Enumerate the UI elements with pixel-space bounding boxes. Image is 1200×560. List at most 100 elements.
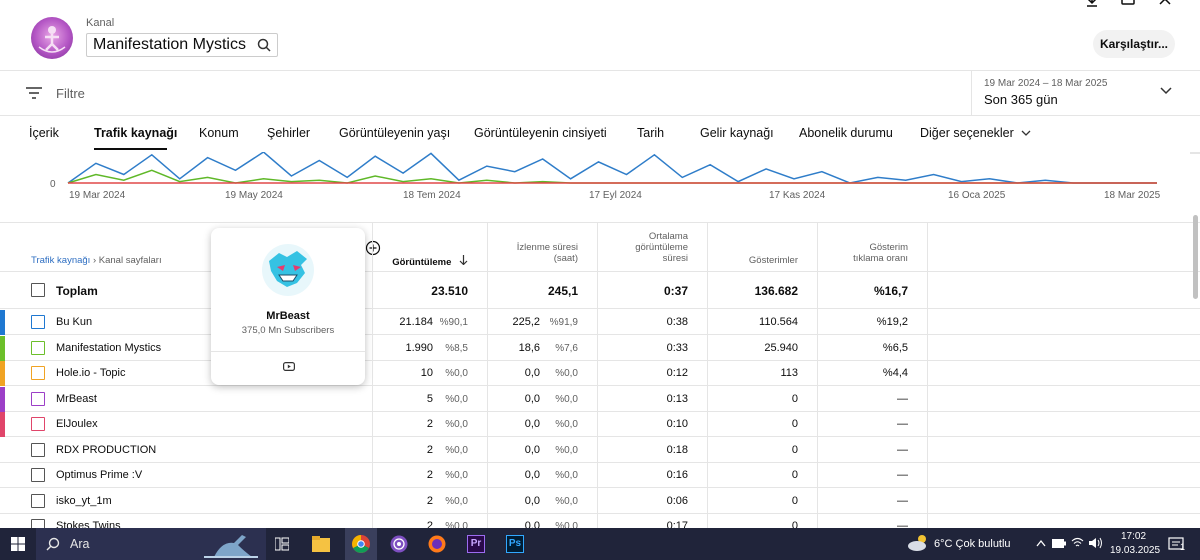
row-ctr: — [897,520,908,532]
chrome-taskbar-active[interactable] [345,528,377,560]
row-source-name[interactable]: ElJoulex [56,418,98,430]
channel-header: Kanal Manifestation Mystics Karşılaştır.… [0,0,1200,70]
table-row[interactable]: Hole.io - Topic 10 %0,0 0,0 %0,0 0:12 113 %4,4 [0,361,1200,386]
search-icon[interactable] [257,38,271,52]
youtube-icon[interactable] [283,362,295,371]
tab-content[interactable]: İçerik [29,126,59,140]
search-icon [46,537,60,551]
total-checkbox[interactable] [31,283,45,297]
row-avg-duration: 0:38 [666,316,688,328]
tab-revenue-source[interactable]: Gelir kaynağı [700,126,774,140]
row-avg-duration: 0:33 [666,342,688,354]
wifi-icon[interactable] [1071,537,1084,549]
row-source-name[interactable]: Optimus Prime :V [56,469,143,481]
tab-date[interactable]: Tarih [637,126,665,140]
row-watch-time: 0,0 [524,444,540,456]
weather-cloud-icon[interactable] [907,535,929,551]
channel-selector[interactable]: Manifestation Mystics [86,33,278,57]
row-checkbox[interactable] [31,494,45,508]
row-ctr: %19,2 [876,316,908,328]
tab-more-options[interactable]: Diğer seçenekler [920,126,1031,140]
table-row[interactable]: isko_yt_1m 2 %0,0 0,0 %0,0 0:06 0 — [0,489,1200,514]
row-source-name[interactable]: Hole.io - Topic [56,367,126,379]
popup-channel-name[interactable]: MrBeast [266,310,310,322]
row-ctr: %6,5 [882,342,908,354]
row-impressions: 0 [791,520,798,532]
row-avg-duration: 0:12 [666,367,688,379]
row-ctr: — [897,444,908,456]
row-source-name[interactable]: Bu Kun [56,316,93,328]
tor-browser-icon[interactable] [390,535,408,553]
tab-subscription-status[interactable]: Abonelik durumu [799,126,893,140]
table-row[interactable]: Manifestation Mystics 1.990 %8,5 18,6 %7,6 0:… [0,336,1200,361]
row-checkbox[interactable] [31,392,45,406]
filter-input[interactable]: Filtre [56,86,85,101]
row-ctr: — [897,418,908,430]
clock-date[interactable]: 19.03.2025 [1110,545,1161,556]
row-checkbox[interactable] [31,315,45,329]
windows-start-icon[interactable] [11,537,25,551]
row-watch-pct: %91,9 [549,317,578,328]
row-checkbox[interactable] [31,468,45,482]
scrollbar-thumb[interactable] [1193,215,1198,299]
col-ctr-header[interactable]: Gösterim tıklama oranı [818,242,908,264]
row-views-pct: %8,5 [445,343,468,354]
speaker-icon[interactable] [1089,537,1103,549]
file-explorer-icon[interactable] [312,536,330,552]
row-views-pct: %0,0 [445,496,468,507]
download-icon[interactable] [1087,0,1097,7]
chart-series-line [67,152,1157,184]
battery-icon[interactable] [1052,539,1066,548]
row-source-name[interactable]: MrBeast [56,393,97,405]
row-source-name[interactable]: Manifestation Mystics [56,342,162,354]
total-impressions: 136.682 [754,284,798,298]
x-tick-label: 16 Oca 2025 [948,190,1006,201]
row-watch-pct: %0,0 [555,470,578,481]
tab-cities[interactable]: Şehirler [267,126,311,140]
tab-viewer-age[interactable]: Görüntüleyenin yaşı [339,126,451,140]
table-row[interactable]: ElJoulex 2 %0,0 0,0 %0,0 0:10 0 — [0,412,1200,437]
row-checkbox[interactable] [31,341,45,355]
chevron-down-icon [1021,130,1031,136]
dimension-tabs: İçerik Trafik kaynağı Konum Şehirler Gör… [0,116,1200,152]
compare-button[interactable]: Karşılaştır... [1093,30,1175,58]
notification-center-icon[interactable] [1168,536,1184,552]
row-views: 5 [426,393,433,405]
row-avg-duration: 0:13 [666,393,688,405]
date-range-picker[interactable]: 19 Mar 2024 – 18 Mar 2025 Son 365 gün [971,71,1200,115]
tab-traffic-source[interactable]: Trafik kaynağı [94,126,178,140]
premiere-pro-icon[interactable]: Pr [467,535,485,553]
col-watch-time-label-2: (saat) [553,253,578,264]
row-checkbox[interactable] [31,443,45,457]
table-row[interactable]: Optimus Prime :V 2 %0,0 0,0 %0,0 0:16 0 — [0,463,1200,488]
close-icon[interactable] [1159,0,1171,5]
table-row[interactable]: Bu Kun 21.184 %90,1 225,2 %91,9 0:38 110.564 %1… [0,310,1200,335]
chevron-down-icon[interactable] [1160,87,1172,95]
add-column-icon[interactable] [365,240,381,256]
col-watch-time-header[interactable]: İzlenme süresi (saat) [488,242,578,264]
col-impressions-header[interactable]: Gösterimler [748,255,798,266]
table-row[interactable]: MrBeast 5 %0,0 0,0 %0,0 0:13 0 — [0,387,1200,412]
row-source-name[interactable]: RDX PRODUCTION [56,444,157,456]
row-checkbox[interactable] [31,366,45,380]
feedback-icon[interactable] [1121,0,1135,5]
col-avg-duration-header[interactable]: Ortalama görüntüleme süresi [598,231,688,264]
tab-location[interactable]: Konum [199,126,239,140]
row-views-pct: %0,0 [445,394,468,405]
filter-icon[interactable] [26,86,42,105]
taskbar-search-box[interactable]: Ara [36,528,266,560]
weather-text[interactable]: 6°C Çok bulutlu [934,538,1011,550]
clock-time[interactable]: 17:02 [1121,531,1147,542]
task-view-icon[interactable] [275,537,289,551]
total-views: 23.510 [431,284,468,298]
tab-viewer-gender[interactable]: Görüntüleyenin cinsiyeti [474,126,607,140]
breadcrumb-link[interactable]: Trafik kaynağı [31,255,91,266]
chevron-up-icon[interactable] [1036,539,1046,547]
firefox-icon[interactable] [428,535,446,553]
table-row[interactable]: RDX PRODUCTION 2 %0,0 0,0 %0,0 0:18 0 — [0,438,1200,463]
row-source-name[interactable]: isko_yt_1m [56,495,112,507]
row-checkbox[interactable] [31,417,45,431]
col-views-header[interactable]: Görüntüleme [378,255,468,268]
column-divider [707,223,708,528]
photoshop-icon[interactable]: Ps [506,535,524,553]
